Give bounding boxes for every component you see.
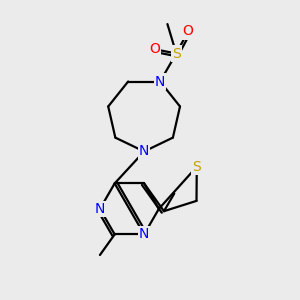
Text: S: S	[172, 46, 181, 61]
Text: O: O	[149, 42, 160, 56]
Text: N: N	[155, 74, 165, 88]
Text: S: S	[192, 160, 201, 174]
Text: O: O	[183, 25, 194, 38]
Text: N: N	[139, 227, 149, 242]
Text: N: N	[95, 202, 105, 216]
Text: N: N	[139, 145, 149, 158]
